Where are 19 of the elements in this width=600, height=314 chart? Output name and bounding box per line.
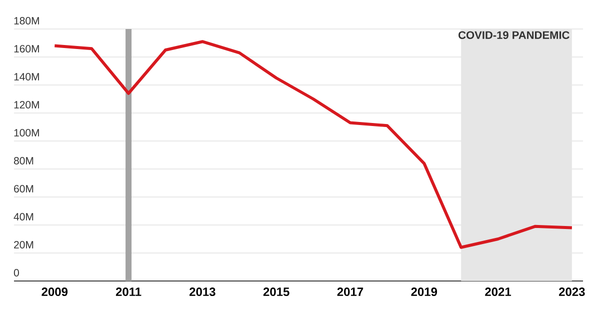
x-tick-label: 2011 bbox=[116, 288, 142, 296]
y-tick-label: 160M bbox=[14, 45, 39, 52]
y-tick-label: 140M bbox=[14, 73, 39, 80]
y-tick-label: 0 bbox=[14, 269, 19, 276]
y-tick-label: 180M bbox=[14, 17, 39, 24]
y-tick-label: 40M bbox=[14, 213, 34, 220]
x-tick-label: 2017 bbox=[337, 288, 364, 296]
x-tick-label: 2021 bbox=[485, 288, 512, 296]
x-tick-label: 2019 bbox=[411, 288, 438, 296]
y-tick-label: 120M bbox=[14, 101, 39, 108]
y-tick-label: 80M bbox=[14, 157, 34, 164]
x-tick-label: 2013 bbox=[190, 288, 216, 296]
x-tick-label: 2015 bbox=[263, 288, 290, 296]
x-tick-label: 2009 bbox=[42, 288, 68, 296]
y-tick-label: 60M bbox=[14, 185, 34, 192]
band-label: COVID-19 PANDEMIC bbox=[458, 31, 570, 39]
y-tick-label: 20M bbox=[14, 241, 34, 248]
y-tick-label: 100M bbox=[14, 129, 39, 136]
x-tick-label: 2023 bbox=[558, 288, 585, 296]
